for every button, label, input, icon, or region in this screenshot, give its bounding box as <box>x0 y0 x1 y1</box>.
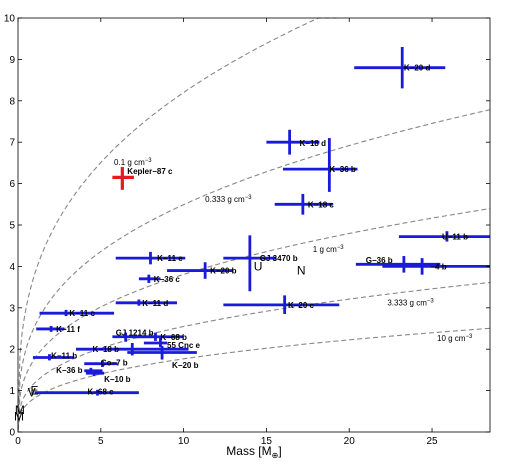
data-point-24 <box>85 369 105 377</box>
data-point-21 <box>32 354 75 361</box>
density-contour-label-3: 3.333 g cm−3 <box>387 299 434 308</box>
point-labels: K−20 d K−18 d K−36 b Kepler−87 c K−18 c U−11 … <box>51 64 468 397</box>
data-point-13 <box>223 295 340 315</box>
point-label-10: −4 b <box>430 262 446 271</box>
data-point-20 <box>127 345 197 360</box>
point-label-25: K−68 c <box>88 387 115 396</box>
y-tick-label-9: 9 <box>9 55 15 66</box>
solar-planet-label-2: E <box>31 384 39 398</box>
data-point-6 <box>223 235 277 292</box>
density-contour-0 <box>17 17 337 425</box>
point-label-0: K−20 d <box>404 64 431 73</box>
point-label-12: K−11 d <box>142 299 168 308</box>
solar-planet-label-5: M <box>14 409 24 423</box>
data-point-15 <box>36 326 65 332</box>
x-tick-label-1: 5 <box>98 436 104 447</box>
x-axis-label: Mass [M⊕] <box>226 444 281 460</box>
data-point-11 <box>138 274 161 283</box>
x-tick-label-4: 20 <box>344 436 356 447</box>
data-point-1 <box>266 129 320 155</box>
density-contour-2 <box>17 208 491 429</box>
density-contour-label-4: 10 g cm−3 <box>437 334 473 343</box>
x-tick-label-5: 25 <box>426 436 438 447</box>
data-point-9 <box>355 256 441 273</box>
y-tick-label-5: 5 <box>9 221 15 232</box>
point-label-17: K−68 b <box>160 333 187 342</box>
data-point-0 <box>354 46 446 89</box>
point-label-16: GJ 1214 b <box>116 329 154 338</box>
point-label-24: K−10 b <box>104 375 131 384</box>
y-tick-label-3: 3 <box>9 303 15 314</box>
point-label-8: K−20 b <box>210 267 237 276</box>
data-marks <box>32 46 490 396</box>
density-contour-1 <box>17 109 491 428</box>
point-label-2: K−36 b <box>329 165 356 174</box>
point-label-3: Kepler−87 c <box>127 167 173 176</box>
data-point-18 <box>143 336 168 348</box>
data-point-4 <box>274 193 333 215</box>
data-point-22 <box>84 360 118 368</box>
x-tick-label-0: 0 <box>15 436 21 447</box>
y-tick-label-2: 2 <box>9 345 15 356</box>
y-tick-label-1: 1 <box>9 386 15 397</box>
solar-planet-label-0: U <box>254 259 263 273</box>
data-point-2 <box>282 138 358 192</box>
data-point-8 <box>167 262 234 279</box>
density-contour-label-0: 0.1 g cm−3 <box>114 158 152 167</box>
point-label-15: K−11 f <box>56 325 80 334</box>
y-tick-label-4: 4 <box>9 262 15 273</box>
density-contour-4 <box>17 327 491 431</box>
point-label-18: 55 Cnc e <box>167 341 200 350</box>
x-tick-label-2: 10 <box>178 436 190 447</box>
point-label-1: K−18 d <box>300 139 327 148</box>
point-label-11: K−36 c <box>154 275 181 284</box>
data-point-5 <box>398 231 490 242</box>
point-label-14: K−11 c <box>69 309 95 318</box>
solar-planet-label-3: V <box>28 386 36 400</box>
point-label-6: GJ 3470 b <box>260 254 298 263</box>
density-contour-label-2: 1 g cm−3 <box>313 245 345 254</box>
solar-planet-label-4: M <box>15 403 25 417</box>
data-point-12 <box>115 299 177 306</box>
point-label-13: K−20 c <box>288 301 315 310</box>
point-label-7: K−11 e <box>157 254 183 263</box>
y-tick-label-10: 10 <box>4 14 16 25</box>
point-label-9: G−36 b <box>366 256 393 265</box>
point-label-23: K−36 b <box>56 366 83 375</box>
density-contours: 0.1 g cm−3 0.333 g cm−3 1 g cm−3 3.333 g cm… <box>17 17 491 431</box>
y-tick-label-8: 8 <box>9 96 15 107</box>
point-label-19: K−18 b <box>93 345 120 354</box>
y-tick-label-7: 7 <box>9 138 15 149</box>
data-point-25 <box>34 389 139 396</box>
data-point-7 <box>115 251 186 265</box>
data-point-3 <box>112 167 134 190</box>
data-point-17 <box>132 332 184 341</box>
point-label-21: K−11 b <box>51 351 77 360</box>
solar-planet-label-1: N <box>297 264 306 278</box>
data-point-10 <box>382 258 490 275</box>
axes: 0 5 10 15 20 25 0 1 2 3 4 5 6 7 8 9 10 <box>4 14 490 447</box>
point-label-22: Co−7 b <box>101 358 128 367</box>
y-tick-label-6: 6 <box>9 179 15 190</box>
density-contour-label-1: 0.333 g cm−3 <box>205 195 252 204</box>
x-tick-label-3: 15 <box>261 436 273 447</box>
point-label-4: K−18 c <box>308 200 335 209</box>
y-tick-label-0: 0 <box>9 428 15 439</box>
point-label-5: U−11 b <box>442 233 468 242</box>
point-label-20: K−20 b <box>172 361 199 370</box>
data-point-14 <box>39 309 115 317</box>
